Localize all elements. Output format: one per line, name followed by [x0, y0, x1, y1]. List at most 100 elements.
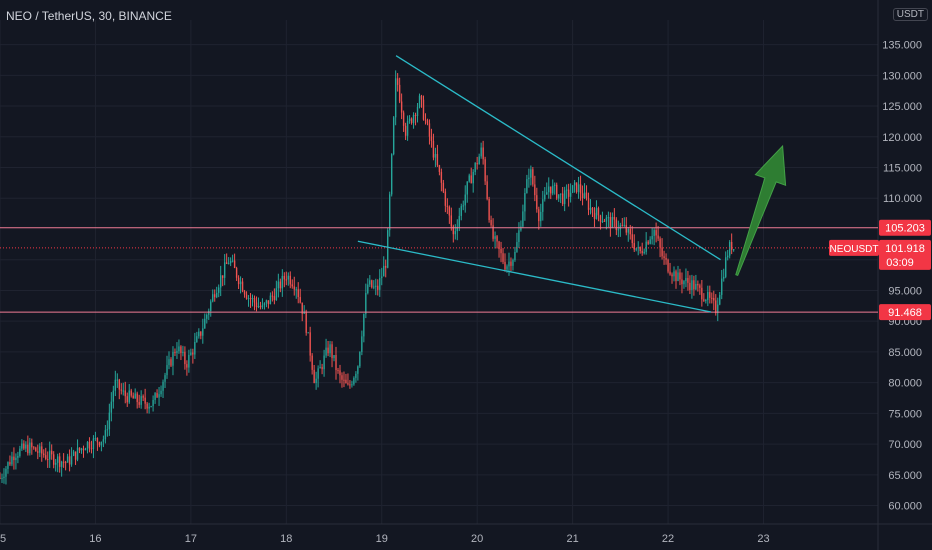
candle-body	[571, 185, 574, 193]
candle-body	[166, 365, 168, 376]
candle-body	[478, 156, 480, 165]
candle-body	[150, 406, 152, 408]
candle-body	[184, 351, 186, 365]
candle-body	[689, 282, 691, 290]
x-tick-label: 17	[185, 533, 197, 545]
candle-body	[605, 217, 608, 222]
candle-body	[540, 211, 542, 222]
candle-body	[486, 181, 488, 199]
candle-body	[190, 352, 192, 355]
candle-body	[162, 381, 164, 391]
candle-body	[1, 477, 3, 479]
candle-body	[601, 220, 604, 222]
candle-body	[633, 243, 635, 250]
candle-body	[488, 198, 490, 221]
candle-body	[202, 328, 204, 336]
candle-body	[442, 182, 445, 192]
candle-body	[651, 235, 653, 240]
candle-body	[428, 123, 431, 137]
candle-body	[0, 477, 1, 479]
candle-body	[168, 359, 170, 366]
candle-body	[591, 207, 594, 213]
candle-body	[62, 461, 65, 463]
candle-body	[357, 366, 359, 374]
candle-body	[82, 448, 85, 451]
candle-body	[192, 352, 194, 355]
candle-body	[92, 438, 95, 449]
candle-body	[410, 118, 413, 123]
candle-body	[396, 78, 399, 85]
candle-body	[452, 226, 455, 235]
candle-body	[313, 369, 315, 384]
candle-body	[685, 278, 687, 282]
candle-body	[434, 154, 437, 158]
candle-body	[699, 285, 701, 288]
candle-body	[426, 120, 429, 124]
candle-body	[641, 250, 643, 254]
symbol-tag	[829, 239, 879, 256]
candle-body	[667, 259, 669, 272]
candle-body	[637, 247, 639, 249]
symbol-label: NEOUSDT	[830, 244, 879, 255]
candle-body	[565, 189, 568, 191]
candle-body	[233, 260, 236, 269]
candle-body	[454, 231, 456, 235]
candle-body	[418, 95, 421, 107]
candle-body	[363, 314, 365, 337]
candle-body	[132, 395, 134, 399]
candle-body	[7, 462, 9, 469]
candle-body	[655, 230, 657, 236]
candle-body	[118, 379, 120, 390]
candle-body	[122, 390, 124, 392]
x-tick-label: 16	[89, 533, 101, 545]
candle-body	[383, 265, 385, 277]
candle-body	[645, 241, 647, 252]
candle-body	[387, 230, 389, 268]
candle-body	[697, 283, 699, 286]
candle-body	[47, 458, 49, 460]
level-price-label: 91.468	[888, 307, 922, 319]
candle-body	[50, 450, 53, 455]
candle-body	[3, 476, 5, 478]
candle-body	[102, 439, 105, 442]
candle-body	[631, 234, 633, 244]
y-tick-label: 65.000	[888, 470, 922, 482]
x-tick-label: 18	[280, 533, 292, 545]
candle-body	[732, 249, 735, 251]
candle-body	[174, 351, 176, 353]
candle-body	[398, 84, 401, 102]
candle-body	[29, 442, 31, 454]
candle-body	[247, 298, 250, 300]
candle-body	[176, 351, 178, 353]
candle-body	[725, 257, 727, 277]
x-tick-label: 22	[662, 533, 674, 545]
level-price-tag	[879, 304, 931, 321]
candle-body	[538, 209, 540, 222]
candle-body	[239, 281, 242, 285]
candle-body	[204, 318, 206, 329]
candle-body	[369, 280, 371, 285]
candle-body	[595, 208, 598, 219]
candle-body	[142, 396, 144, 398]
candle-body	[593, 212, 596, 219]
candle-body	[394, 78, 397, 118]
candle-body	[315, 378, 317, 384]
currency-unit-badge[interactable]: USDT	[892, 8, 928, 21]
candle-body	[444, 191, 447, 206]
candle-body	[466, 181, 468, 195]
candle-body	[257, 305, 260, 308]
candle-body	[587, 198, 590, 210]
y-tick-label: 130.000	[882, 70, 922, 82]
candle-body	[27, 444, 29, 454]
candle-body	[160, 390, 162, 395]
candle-body	[287, 275, 289, 280]
candle-body	[194, 341, 196, 355]
candle-body	[49, 450, 51, 460]
candle-body	[19, 448, 21, 456]
candle-body	[33, 447, 35, 449]
candle-body	[172, 351, 174, 366]
candle-body	[251, 298, 254, 300]
candle-body	[279, 281, 282, 289]
candle-body	[448, 206, 451, 216]
